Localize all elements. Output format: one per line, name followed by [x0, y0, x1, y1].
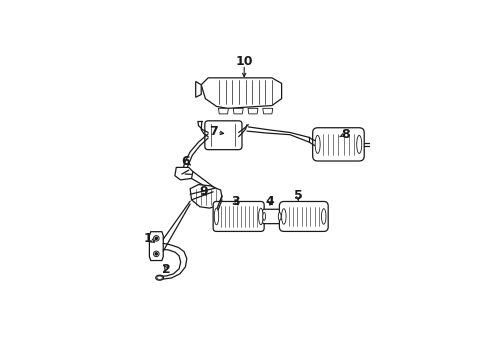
- Text: 5: 5: [294, 189, 303, 202]
- Polygon shape: [201, 78, 282, 108]
- Text: 10: 10: [236, 55, 253, 68]
- Text: 2: 2: [162, 262, 171, 276]
- Polygon shape: [196, 81, 201, 97]
- Ellipse shape: [214, 208, 219, 225]
- FancyBboxPatch shape: [279, 202, 328, 231]
- Ellipse shape: [357, 135, 362, 153]
- FancyBboxPatch shape: [205, 121, 242, 150]
- Text: 8: 8: [341, 128, 350, 141]
- FancyBboxPatch shape: [263, 209, 281, 224]
- Text: 6: 6: [182, 154, 190, 167]
- Text: 7: 7: [209, 125, 218, 138]
- Ellipse shape: [315, 135, 320, 153]
- Polygon shape: [233, 108, 243, 114]
- Text: 1: 1: [144, 232, 152, 245]
- Text: 3: 3: [232, 195, 240, 208]
- Ellipse shape: [321, 209, 326, 224]
- Ellipse shape: [259, 208, 263, 225]
- Circle shape: [155, 237, 157, 239]
- Polygon shape: [219, 108, 228, 114]
- Text: 4: 4: [266, 195, 274, 208]
- Circle shape: [153, 235, 159, 241]
- Polygon shape: [263, 108, 273, 114]
- FancyBboxPatch shape: [213, 202, 264, 231]
- Ellipse shape: [278, 212, 281, 220]
- Polygon shape: [175, 167, 193, 180]
- Polygon shape: [190, 185, 222, 208]
- Ellipse shape: [263, 212, 266, 220]
- Ellipse shape: [156, 275, 164, 280]
- Circle shape: [155, 253, 157, 255]
- Circle shape: [153, 251, 159, 257]
- Ellipse shape: [157, 276, 162, 279]
- Polygon shape: [149, 232, 163, 261]
- FancyBboxPatch shape: [313, 128, 364, 161]
- Text: 9: 9: [200, 185, 208, 198]
- Polygon shape: [248, 108, 258, 114]
- Ellipse shape: [282, 209, 286, 224]
